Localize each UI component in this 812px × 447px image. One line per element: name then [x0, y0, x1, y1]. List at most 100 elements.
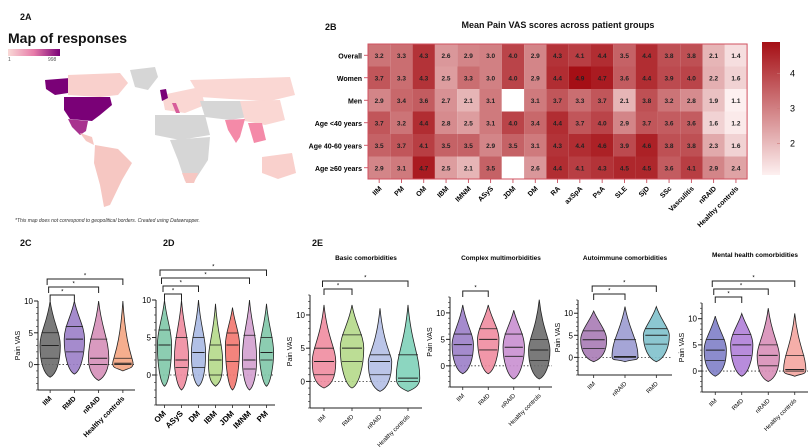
heatmap-cell	[368, 156, 391, 179]
heatmap-col-label: OM	[415, 185, 428, 198]
heatmap-cell-label: 2.1	[464, 98, 473, 105]
heatmap-cell	[680, 66, 703, 89]
heatmap-cell	[368, 89, 391, 112]
y-tick-label: 10	[24, 297, 33, 306]
heatmap-cell-label: 2.3	[709, 143, 718, 150]
map-region-alaska	[45, 78, 70, 95]
violin-shape	[395, 304, 421, 392]
violin-shape	[112, 300, 134, 372]
significance-bracket	[711, 280, 796, 287]
significance-star: *	[72, 282, 75, 288]
heatmap-cell-label: 3.6	[665, 120, 674, 127]
heatmap-cell-label: 3.0	[486, 75, 495, 82]
map-region-africa	[170, 137, 210, 181]
y-axis-label: Pain VAS	[555, 322, 562, 352]
heatmap-col-label: Healthy controls	[697, 185, 741, 229]
significance-bracket	[159, 269, 267, 276]
heatmap-col-label: IBM	[436, 185, 450, 199]
heatmap-col-label: axSpA	[564, 185, 584, 205]
x-tick-label: nRAID	[500, 393, 517, 410]
map-region-europe	[162, 87, 205, 113]
heatmap-cell	[702, 89, 725, 112]
heatmap-cell-label: 4.0	[598, 120, 607, 127]
violin-title: Mental health comorbidities	[712, 252, 798, 259]
heatmap-cell-label: 4.3	[553, 143, 562, 150]
x-tick-label: PM	[255, 409, 270, 424]
heatmap-cell	[702, 111, 725, 134]
significance-bracket	[714, 296, 743, 303]
x-tick-label: IIM	[456, 393, 466, 403]
heatmap-cell	[457, 111, 480, 134]
map-legend-min: 1	[8, 57, 11, 63]
heatmap-cell	[635, 111, 658, 134]
panel-label-2c: 2C	[20, 238, 32, 248]
heatmap-cell-label: 3.4	[531, 120, 540, 127]
heatmap-cell-label: 4.0	[687, 75, 696, 82]
heatmap-cell-label: 3.3	[575, 98, 584, 105]
y-tick-label: 5	[569, 331, 574, 340]
heatmap-row-label: Age 40-60 years	[309, 143, 362, 150]
heatmap-cell-label: 4.1	[419, 143, 428, 150]
heatmap-cell	[368, 44, 391, 67]
significance-bracket	[593, 293, 626, 300]
heatmap-cell-label: 3.6	[687, 120, 696, 127]
significance-star: *	[180, 281, 183, 287]
heatmap-cell-label: 2.9	[375, 165, 384, 172]
heatmap-cell-label: 3.7	[642, 120, 651, 127]
map-region-east-asia	[240, 100, 285, 125]
violin-shape	[88, 300, 110, 381]
violin-title: Basic comorbidities	[335, 255, 397, 262]
y-tick-label: 5	[441, 335, 446, 344]
heatmap-cell	[635, 66, 658, 89]
heatmap-cell	[412, 44, 435, 67]
heatmap-cell-label: 3.8	[642, 98, 651, 105]
violin-shape	[39, 300, 61, 378]
heatmap-cell	[635, 44, 658, 67]
heatmap-cell	[412, 111, 435, 134]
heatmap-cell	[390, 134, 413, 157]
heatmap-cell	[724, 66, 748, 89]
panel-label-2e: 2E	[312, 238, 324, 248]
significance-star: *	[623, 281, 626, 287]
heatmap-cell-label: 4.4	[553, 165, 562, 172]
heatmap-cell	[412, 134, 435, 157]
heatmap-cell-label: 4.3	[598, 165, 607, 172]
heatmap-cell-label: 2.8	[442, 120, 451, 127]
heatmap-cell	[546, 44, 569, 67]
heatmap-cell-label: 3.8	[687, 143, 696, 150]
heatmap-cell	[613, 44, 636, 67]
heatmap-cell	[479, 66, 502, 89]
violin-shape	[580, 309, 608, 363]
heatmap-cell-label: 3.7	[397, 143, 406, 150]
heatmap-cell-label: 4.4	[642, 75, 651, 82]
heatmap-cell-label: 2.9	[531, 75, 540, 82]
heatmap-cell-label: 4.0	[508, 120, 517, 127]
heatmap-cell	[635, 156, 658, 179]
colorbar-tick-label: 3	[790, 104, 795, 114]
violin-shape	[156, 299, 173, 387]
heatmap-col-label: PM	[393, 185, 405, 197]
heatmap-cell	[546, 111, 569, 134]
significance-star: *	[84, 274, 87, 280]
heatmap-cell-label: 3.5	[442, 143, 451, 150]
heatmap-cell	[613, 89, 636, 112]
x-tick-label: Healthy controls	[83, 395, 127, 439]
world-map	[45, 67, 296, 207]
heatmap-cell-label: 4.9	[575, 75, 584, 82]
heatmap-title: Mean Pain VAS scores across patient grou…	[461, 20, 655, 30]
heatmap-cell	[390, 89, 413, 112]
heatmap-cell-label: 1.6	[709, 120, 718, 127]
heatmap-col-label: IIM	[372, 185, 384, 197]
map-region-canada	[68, 73, 128, 97]
heatmap-cell	[568, 156, 591, 179]
heatmap-cell-label: 4.1	[575, 53, 584, 60]
heatmap-cell	[479, 111, 502, 134]
map-region-australia	[262, 153, 296, 179]
heatmap-cell-label: 2.9	[464, 53, 473, 60]
heatmap-cell-label: 4.4	[598, 53, 607, 60]
heatmap-col-label: SSc	[659, 185, 673, 199]
heatmap-cell	[412, 89, 435, 112]
significance-bracket	[322, 280, 409, 287]
heatmap-cell-label: 3.7	[375, 75, 384, 82]
y-tick-label: 0	[29, 361, 34, 370]
